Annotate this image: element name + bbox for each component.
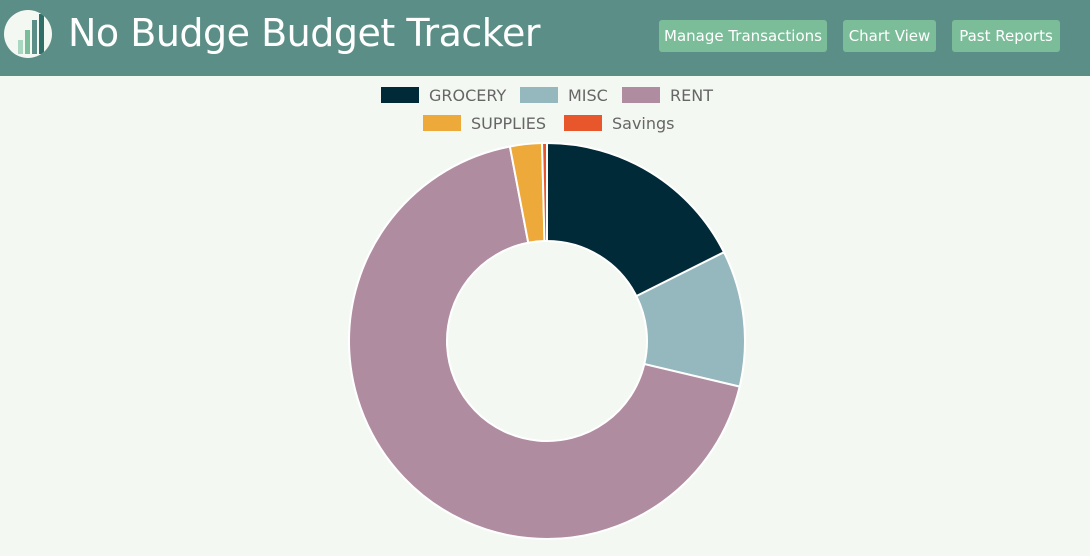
legend-label-rent: RENT	[670, 85, 713, 105]
legend-swatch-rent	[622, 87, 660, 103]
chart-view-button[interactable]: Chart View	[843, 20, 936, 52]
legend-label-savings: Savings	[612, 113, 675, 133]
legend-swatch-misc	[520, 87, 558, 103]
legend-item-misc[interactable]: MISC	[520, 85, 608, 105]
legend-label-supplies: SUPPLIES	[471, 113, 547, 133]
slice-savings[interactable]	[540, 141, 548, 243]
legend-item-savings[interactable]: Savings	[564, 113, 675, 133]
legend-item-rent[interactable]: RENT	[622, 85, 713, 105]
legend-label-grocery: GROCERY	[429, 85, 507, 105]
app-header: No Budge Budget Tracker Manage Transacti…	[0, 0, 1090, 76]
slice-grocery[interactable]	[546, 141, 726, 298]
bar-chart-logo-icon[interactable]	[4, 10, 52, 58]
legend-item-grocery[interactable]: GROCERY	[381, 85, 507, 105]
legend-label-misc: MISC	[568, 85, 608, 105]
legend-item-supplies[interactable]: SUPPLIES	[423, 113, 547, 133]
legend-swatch-savings	[564, 115, 602, 131]
app-title: No Budge Budget Tracker	[68, 11, 540, 55]
manage-transactions-button[interactable]: Manage Transactions	[659, 20, 827, 52]
past-reports-button[interactable]: Past Reports	[952, 20, 1060, 52]
legend-swatch-supplies	[423, 115, 461, 131]
slice-rent[interactable]	[348, 145, 741, 540]
legend-swatch-grocery	[381, 87, 419, 103]
